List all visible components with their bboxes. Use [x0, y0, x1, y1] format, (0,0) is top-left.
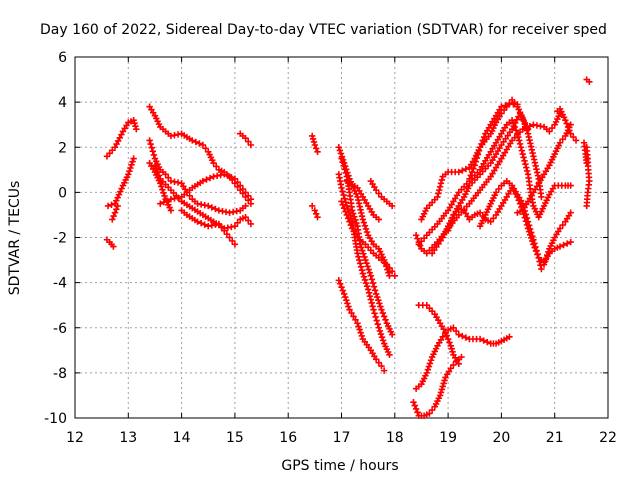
x-tick-label: 21	[546, 430, 564, 446]
series-s8	[157, 171, 255, 207]
data-marker-track	[178, 207, 239, 248]
series-s10	[178, 207, 239, 248]
y-tick-labels: -10 -8 -6 -4 -2 0 2 4 6	[44, 50, 67, 427]
data-marker-track	[343, 177, 383, 223]
data-marker-track	[415, 116, 574, 248]
data-marker-track	[103, 116, 140, 160]
x-tick-label: 16	[279, 430, 297, 446]
x-tick-label: 19	[439, 430, 457, 446]
series-s21	[410, 353, 465, 419]
data-marker-track	[104, 155, 137, 210]
series-s28	[428, 110, 532, 257]
data-marker-track	[109, 202, 121, 223]
data-marker-track	[580, 139, 590, 167]
data-marker-track	[308, 132, 321, 155]
series-s13	[308, 202, 321, 221]
data-marker-track	[237, 130, 255, 149]
series-s32	[554, 105, 580, 144]
series-s33	[583, 76, 593, 86]
x-tick-label: 15	[226, 430, 244, 446]
y-tick-label: 4	[58, 95, 67, 111]
x-tick-label: 20	[492, 430, 510, 446]
series-s3	[103, 236, 117, 250]
data-marker-track	[157, 171, 255, 207]
x-tick-label: 14	[173, 430, 191, 446]
series-s25	[415, 116, 574, 248]
data-marker-track	[583, 76, 593, 86]
data-marks	[103, 76, 593, 419]
x-tick-label: 13	[119, 430, 137, 446]
series-s4	[109, 202, 121, 223]
series-s2	[104, 155, 137, 210]
x-tick-label: 12	[66, 430, 84, 446]
series-s30	[476, 177, 574, 273]
y-tick-label: 2	[58, 140, 67, 156]
x-tick-labels: 12 13 14 15 16 17 18 19 20 21 22	[66, 430, 617, 446]
data-marker-track	[476, 177, 574, 273]
series-s29	[466, 101, 521, 183]
y-tick-label: -6	[53, 321, 67, 337]
y-axis-label: SDTVAR / TECUs	[7, 181, 23, 296]
series-s9	[151, 162, 255, 232]
data-marker-track	[103, 236, 117, 250]
data-marker-track	[466, 101, 521, 183]
data-marker-track	[428, 110, 532, 257]
y-tick-label: -10	[44, 411, 67, 427]
x-axis-label: GPS time / hours	[281, 458, 398, 474]
data-marker-track	[151, 162, 255, 232]
data-marker-track	[146, 137, 249, 216]
series-s18	[338, 198, 398, 280]
data-marker-track	[335, 277, 388, 374]
axis-ticks	[74, 56, 609, 419]
data-marker-track	[412, 324, 513, 392]
data-marker-track	[410, 353, 465, 419]
series-s23	[415, 301, 462, 368]
x-tick-label: 17	[333, 430, 351, 446]
y-tick-label: -4	[53, 276, 67, 292]
series-s11	[237, 130, 255, 149]
series-s17	[335, 277, 388, 374]
data-marker-track	[338, 198, 398, 280]
y-tick-label: -8	[53, 366, 67, 382]
x-tick-label: 22	[599, 430, 617, 446]
data-marker-track	[308, 202, 321, 221]
series-s20	[367, 177, 396, 210]
data-marker-track	[514, 121, 574, 216]
data-marker-track	[415, 301, 462, 368]
series-s1	[103, 116, 140, 160]
series-s12	[308, 132, 321, 155]
y-tick-label: -2	[53, 231, 67, 247]
y-tick-label: 0	[58, 185, 67, 201]
chart-title: Day 160 of 2022, Sidereal Day-to-day VTE…	[40, 22, 607, 38]
x-tick-label: 18	[386, 430, 404, 446]
series-s31	[514, 121, 574, 216]
data-marker-track	[554, 105, 580, 144]
series-s19	[343, 177, 383, 223]
series-s22	[412, 324, 513, 392]
data-marker-track	[367, 177, 396, 210]
y-tick-label: 6	[58, 50, 67, 66]
series-s6	[146, 137, 249, 216]
series-s35	[580, 139, 590, 167]
